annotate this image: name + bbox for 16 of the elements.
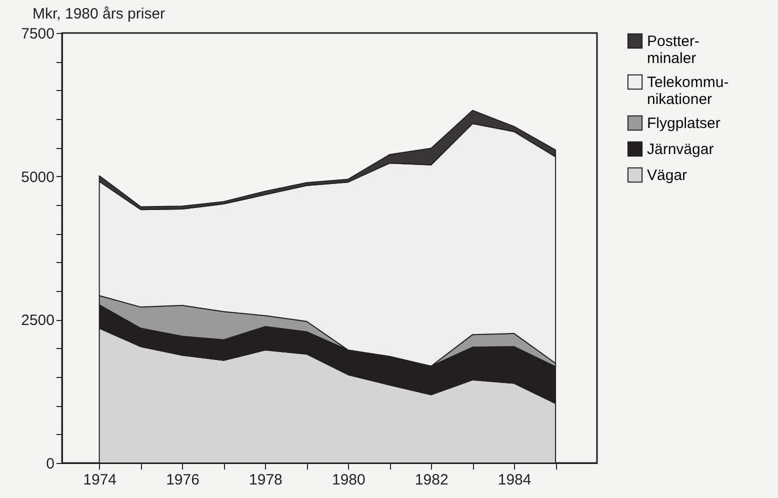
x-tick-label: 1976 (166, 472, 200, 488)
legend-label: Vägar (647, 167, 688, 184)
legend-label: Telekommu- nikationer (647, 74, 729, 108)
legend-label: Flygplatser (647, 115, 720, 132)
y-tick-label: 7500 (21, 26, 54, 42)
y-tick-label: 2500 (21, 312, 54, 330)
x-tick-label: 1982 (414, 472, 448, 488)
legend-label: Postter- minaler (647, 33, 700, 67)
x-tick-label: 1978 (249, 472, 282, 488)
y-axis-title: Mkr, 1980 års priser (32, 6, 166, 22)
legend-label: Järnvägar (647, 141, 714, 158)
y-tick-label: 5000 (21, 168, 54, 186)
y-tick-label: 0 (46, 456, 54, 472)
x-tick-label: 1984 (498, 472, 532, 488)
x-tick-label: 1980 (332, 472, 366, 488)
x-tick-label: 1974 (83, 472, 117, 488)
